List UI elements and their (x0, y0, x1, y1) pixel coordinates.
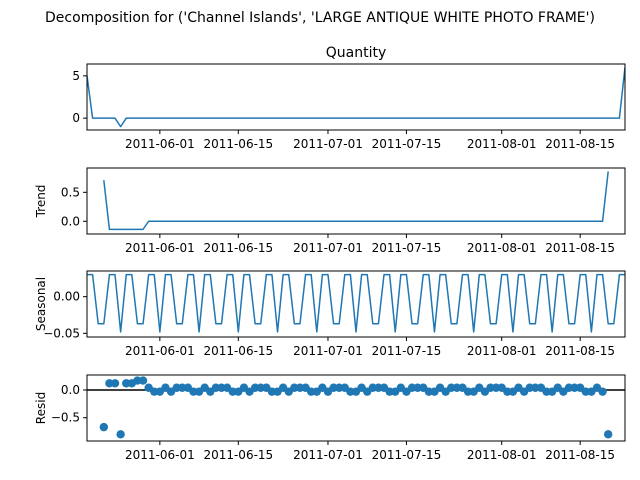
figure-suptitle: Decomposition for ('Channel Islands', 'L… (45, 10, 595, 26)
quantity-xtick-label: 2011-07-15 (372, 137, 442, 151)
trend-ytick-label: 0.0 (61, 214, 80, 228)
quantity-ytick-label: 0 (72, 111, 80, 125)
resid-plot-area (87, 376, 625, 439)
resid-xtick-label: 2011-06-15 (203, 448, 273, 462)
resid-subplot: −0.5 0.0 2011-06-01 2011-06-15 2011-07-01 201… (34, 374, 626, 462)
resid-ytick-label: −0.5 (51, 411, 80, 425)
seasonal-ytick-label: 0.00 (53, 290, 80, 304)
trend-ytick-label: 0.5 (61, 185, 80, 199)
resid-xtick-label: 2011-07-01 (293, 448, 363, 462)
quantity-series-line (87, 67, 625, 128)
resid-ytick-label: 0.0 (61, 383, 80, 397)
seasonal-xtick-label: 2011-06-15 (203, 344, 273, 358)
resid-ylabel: Resid (34, 392, 48, 424)
resid-xtick-label: 2011-08-01 (467, 448, 537, 462)
trend-xtick-label: 2011-07-01 (293, 241, 363, 255)
trend-ylabel: Trend (34, 185, 48, 219)
resid-point (116, 430, 125, 439)
trend-xtick-label: 2011-08-15 (545, 241, 615, 255)
resid-axes-frame (86, 374, 626, 442)
resid-point (110, 379, 120, 388)
subplot-panels: 0 5 2011-06-01 2011-06-15 2011-07-01 2011-07-… (34, 45, 626, 462)
resid-xtick-label: 2011-07-15 (372, 448, 442, 462)
trend-xtick-label: 2011-06-15 (203, 241, 273, 255)
seasonal-xtick-label: 2011-07-01 (293, 344, 363, 358)
trend-series-line (103, 171, 609, 231)
trend-xtick-label: 2011-06-01 (125, 241, 195, 255)
seasonal-xtick-label: 2011-08-01 (467, 344, 537, 358)
resid-point (603, 430, 613, 439)
trend-plot-area (103, 171, 609, 231)
resid-xtick-label: 2011-08-15 (545, 448, 615, 462)
quantity-plot-area (87, 67, 625, 128)
quantity-xtick-label: 2011-08-15 (545, 137, 615, 151)
resid-point (99, 422, 109, 432)
seasonal-xtick-label: 2011-06-01 (125, 344, 195, 358)
quantity-xtick-label: 2011-06-15 (203, 137, 273, 151)
seasonal-series-line (87, 273, 625, 333)
seasonal-xtick-label: 2011-07-15 (372, 344, 442, 358)
resid-point (138, 376, 148, 385)
trend-xtick-label: 2011-07-15 (372, 241, 442, 255)
trend-axes-frame (86, 167, 626, 235)
quantity-axes-frame (86, 63, 626, 131)
seasonal-subplot: −0.05 0.00 2011-06-01 2011-06-15 2011-07-01 2… (34, 270, 626, 358)
seasonal-plot-area (87, 273, 625, 333)
quantity-title: Quantity (326, 45, 387, 61)
trend-subplot: 0.0 0.5 2011-06-01 2011-06-15 2011-07-01 2011… (34, 167, 626, 255)
trend-xtick-label: 2011-08-01 (467, 241, 537, 255)
quantity-ytick-label: 5 (72, 69, 80, 83)
resid-point (598, 387, 607, 396)
quantity-xtick-label: 2011-08-01 (467, 137, 537, 151)
resid-xtick-label: 2011-06-01 (125, 448, 195, 462)
quantity-xtick-label: 2011-06-01 (125, 137, 195, 151)
seasonal-ylabel: Seasonal (34, 277, 48, 331)
quantity-xtick-label: 2011-07-01 (293, 137, 363, 151)
quantity-subplot: 0 5 2011-06-01 2011-06-15 2011-07-01 2011-07-… (72, 45, 626, 151)
seasonal-xtick-label: 2011-08-15 (545, 344, 615, 358)
seasonal-ytick-label: −0.05 (43, 326, 80, 340)
seasonal-axes-frame (86, 270, 626, 338)
